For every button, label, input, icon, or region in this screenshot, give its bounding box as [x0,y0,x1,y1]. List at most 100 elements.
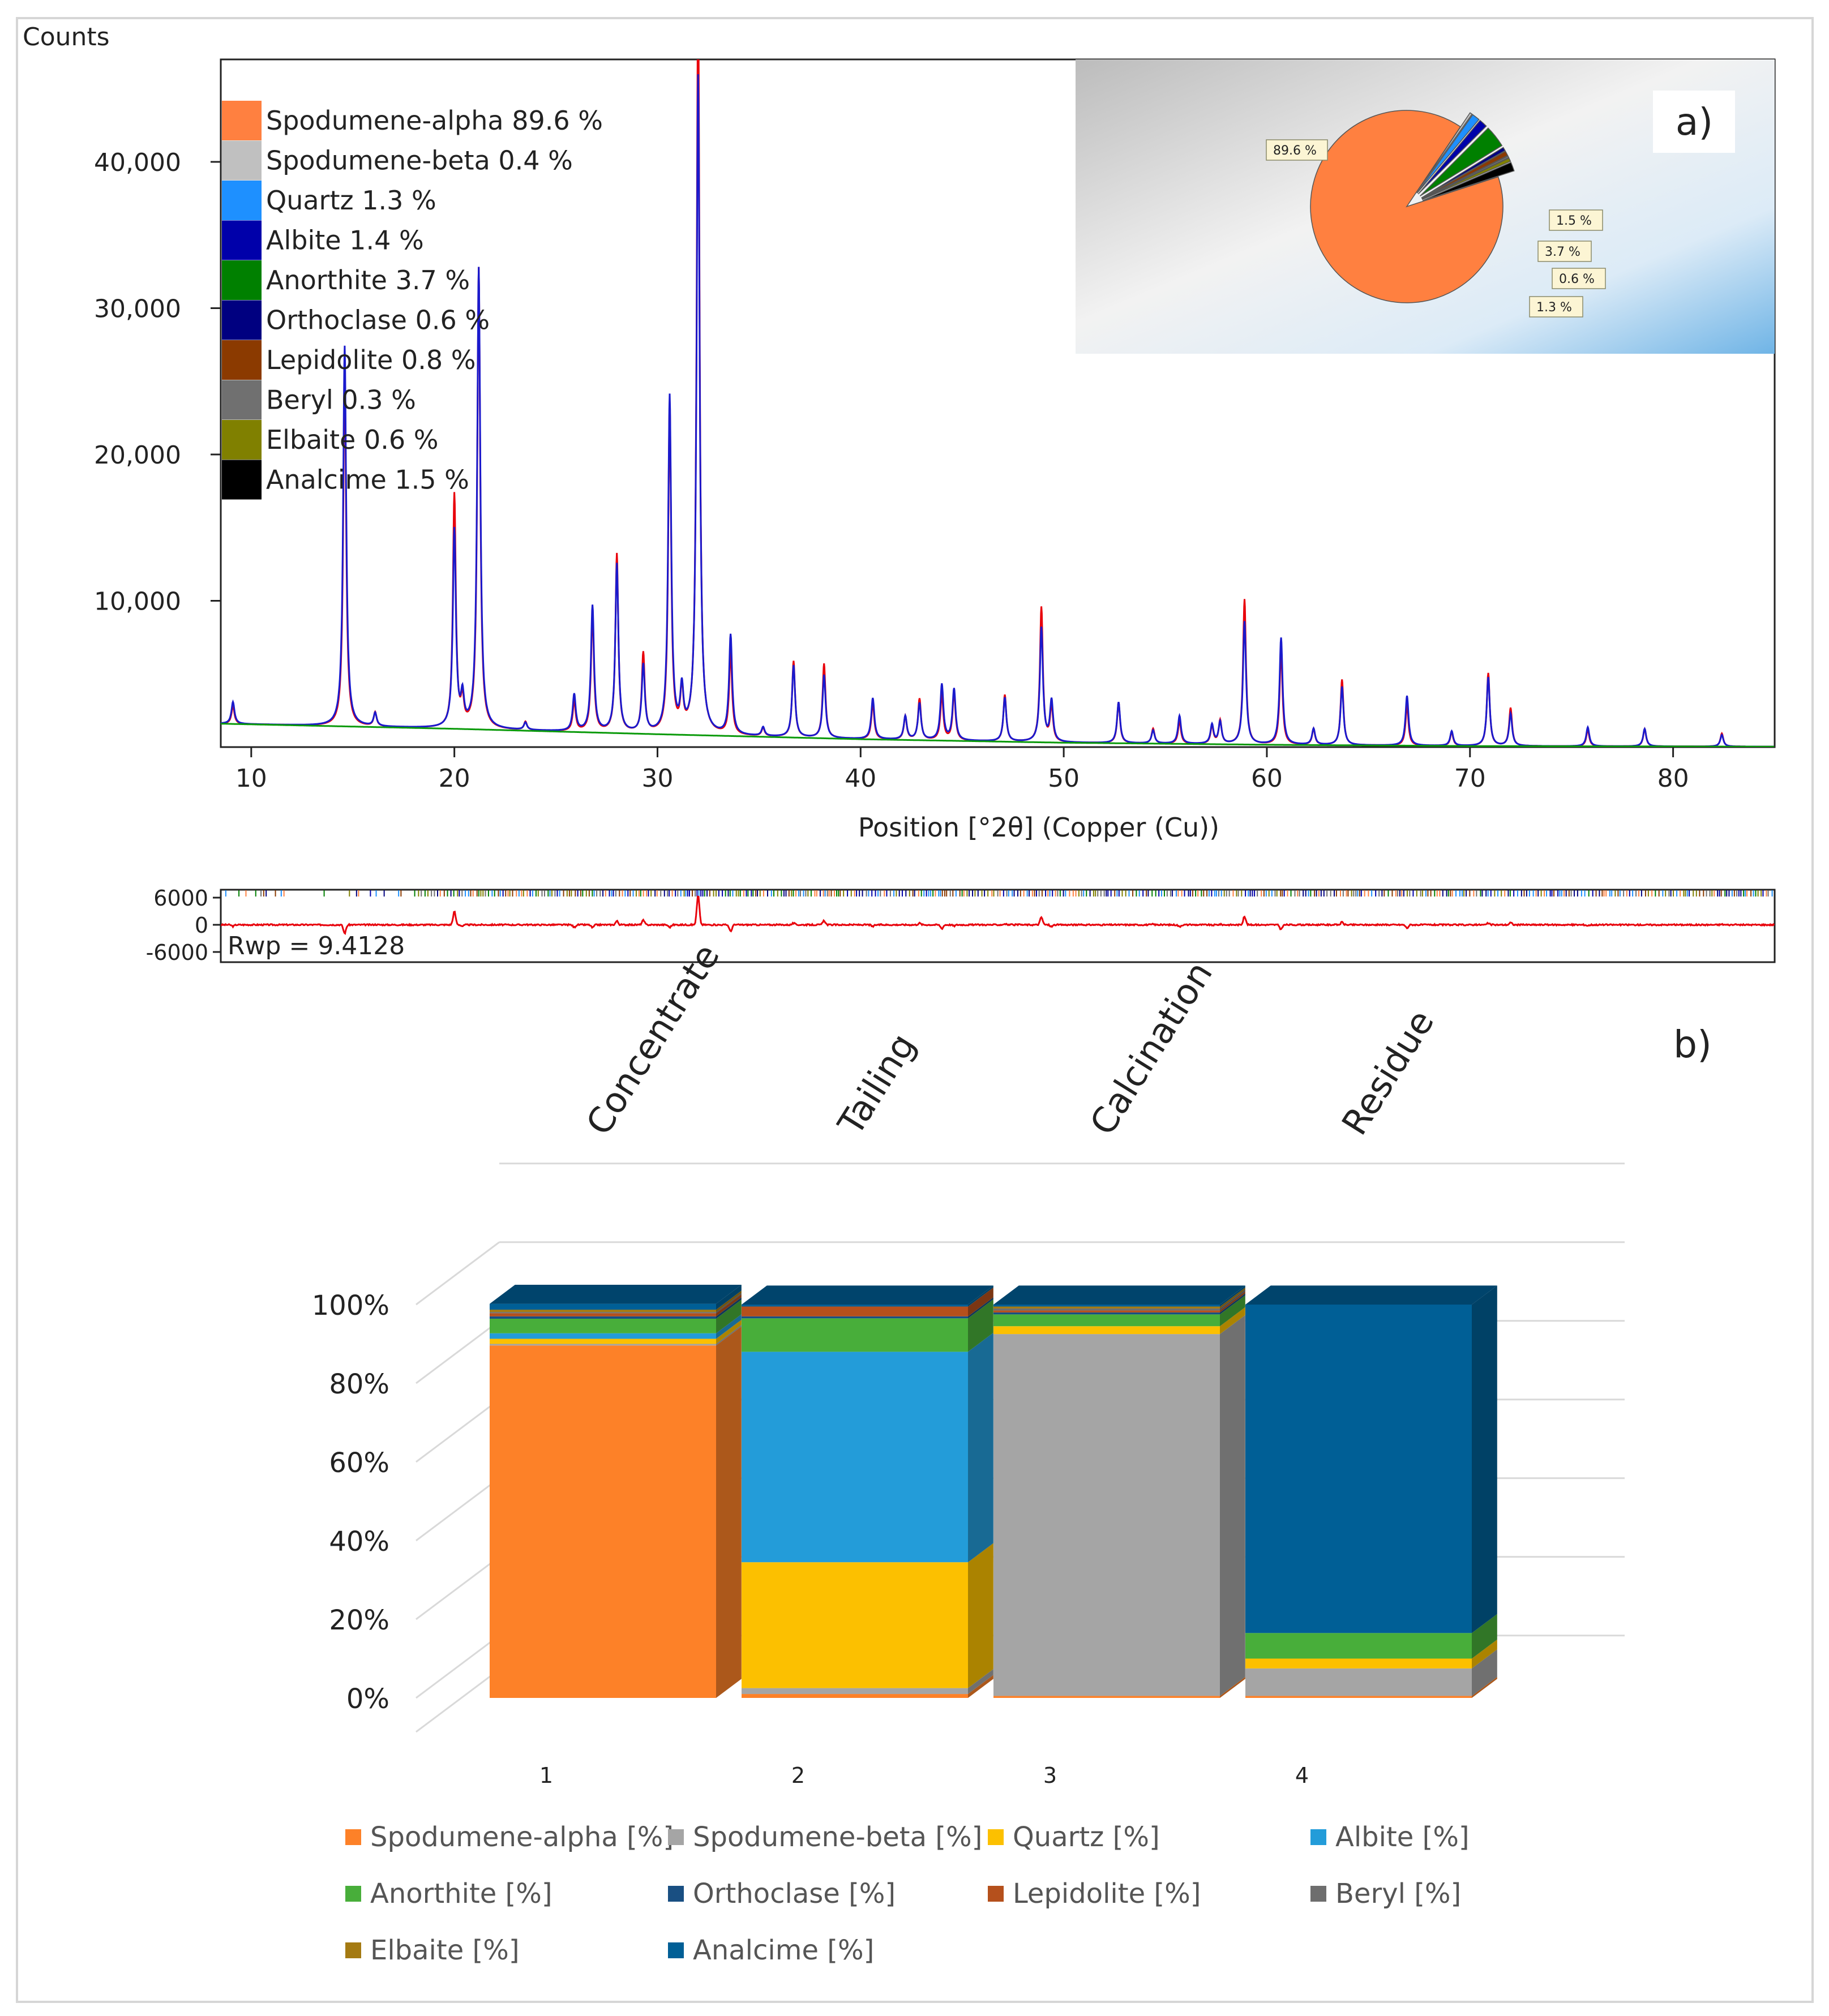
bar-y-tick-label: 40% [329,1526,389,1558]
bar-front [742,1306,968,1316]
bar-segment-analcime [742,1285,993,1307]
bar-legend-label: Analcime [%] [693,1934,874,1966]
x-tick-label: 40 [845,764,876,793]
bar-front [742,1318,968,1352]
legend-swatch [222,420,262,460]
pie-slice-beryl [1421,155,1510,200]
bar-legend-label: Elbaite [%] [370,1934,520,1966]
bar-segment-lepidolite [742,1287,993,1316]
bars [490,1285,1497,1698]
bar-side [968,1297,993,1319]
panel-label-b: b) [1673,1023,1712,1066]
bar-segment-elbaite [490,1290,742,1312]
pie-slice-anorthite [1420,127,1503,197]
x-tick-label: 70 [1454,764,1486,793]
bar-side [968,1543,993,1688]
bar-segment-albite [490,1314,742,1339]
bar-x-tick-label: 1 [539,1763,553,1788]
legend-label: Anorthite 3.7 % [266,265,470,295]
residual-path [221,895,1775,936]
bar-legend: Spodumene-alpha [%] Spodumene-beta [%] Qua… [345,1821,1470,1966]
residual-y-tick-label: 6000 [153,886,208,911]
x-tick-label: 60 [1251,764,1283,793]
bar-legend-label: Lepidolite [%] [1013,1878,1201,1910]
bar-segment-spodumenebeta [742,1669,993,1695]
bar-front [742,1562,968,1688]
bar-front [742,1694,968,1698]
bar-segment-lepidolite [490,1294,742,1316]
pie-slice-quartz [1416,114,1480,194]
bar-top [490,1285,742,1304]
x-tick-label: 50 [1048,764,1080,793]
pie-slice-elbaite [1421,157,1511,200]
legend-swatch [222,220,262,260]
bar-side [1220,1285,1245,1307]
legend-swatch [222,380,262,420]
bar-side [1220,1289,1245,1311]
bar-legend-label: Anorthite [%] [370,1878,552,1910]
pie-slice-spodumene-alpha [1310,110,1504,303]
bar-front [1245,1696,1472,1698]
bar-side [968,1675,993,1698]
bar-side [968,1332,993,1563]
pie-slice-albite [1417,119,1487,195]
bar-segment-analcime [993,1285,1245,1307]
bar-side [716,1299,742,1333]
legend-label: Albite 1.4 % [266,225,424,256]
bar-y-tick-label: 80% [329,1369,389,1400]
bar-y-axis: 0% 20% 40% 60% 80% 100% [312,1290,389,1715]
legend-swatch [222,340,262,380]
x-tick-label: 20 [439,764,470,793]
bar-segment-quartz [490,1319,742,1344]
bar-side [716,1285,742,1310]
pie-slice-lepidolite [1421,151,1509,199]
bar-front [1245,1305,1472,1633]
bar-side [1472,1639,1497,1668]
gridline-side [416,1635,500,1699]
rwp-annotation: Rwp = 9.4128 [228,932,405,960]
legend-swatch [222,300,262,340]
bar-front [993,1305,1220,1307]
bar-front [993,1308,1220,1311]
pie-label-box [1529,296,1583,318]
bar-segment-spodumenebeta [1245,1649,1497,1696]
legend-label: Spodumene-beta 0.4 % [266,145,573,176]
gridline-side [416,1477,500,1542]
bar-segment-orthoclase [490,1297,742,1319]
bar-segment-spodumenealpha [1245,1676,1497,1698]
bar-legend-swatch [1310,1829,1326,1845]
pie-label: 3.7 % [1545,245,1580,259]
category-title: Residue [1334,1003,1442,1142]
bar-front [490,1345,716,1698]
bar-top [993,1285,1245,1305]
pie-label: 0.6 % [1559,272,1595,286]
pie-inset: a) 89.6 % 1.5 % 3.7 % 0.6 % 1.3 % [1076,59,1775,354]
residual-y-tick-label: 0 [195,913,208,938]
bar-y-tick-label: 60% [329,1447,389,1479]
panel-label-box-a [1653,91,1735,153]
bar-segment-beryl [490,1293,742,1314]
pie-slice-spodumene-beta [1416,112,1473,193]
bar-front [993,1314,1220,1327]
floor-edge [416,1668,500,1733]
bar-side [716,1319,742,1344]
bar-segment-quartz [742,1543,993,1688]
pie-label: 1.5 % [1556,214,1592,228]
legend-label: Orthoclase 0.6 % [266,305,490,336]
bar-side [716,1293,742,1314]
legend-label: Elbaite 0.6 % [266,424,438,455]
bar-side [716,1290,742,1312]
gridline-side [416,1556,500,1620]
y-axis: 10,000 20,000 30,000 40,000 [94,148,221,616]
residual-line [221,895,1775,936]
bar-front [1245,1658,1472,1668]
residual-y-tick-label: -6000 [146,940,208,965]
bar-side [1220,1295,1245,1327]
bar-front [490,1344,716,1346]
x-axis: 10 20 30 40 50 60 70 80 [235,747,1689,793]
category-title: Tailing [829,1026,923,1143]
pie-label-box [1549,209,1603,231]
bar-segment-anorthite [993,1295,1245,1327]
pie-slice-orthoclase [1421,147,1506,199]
